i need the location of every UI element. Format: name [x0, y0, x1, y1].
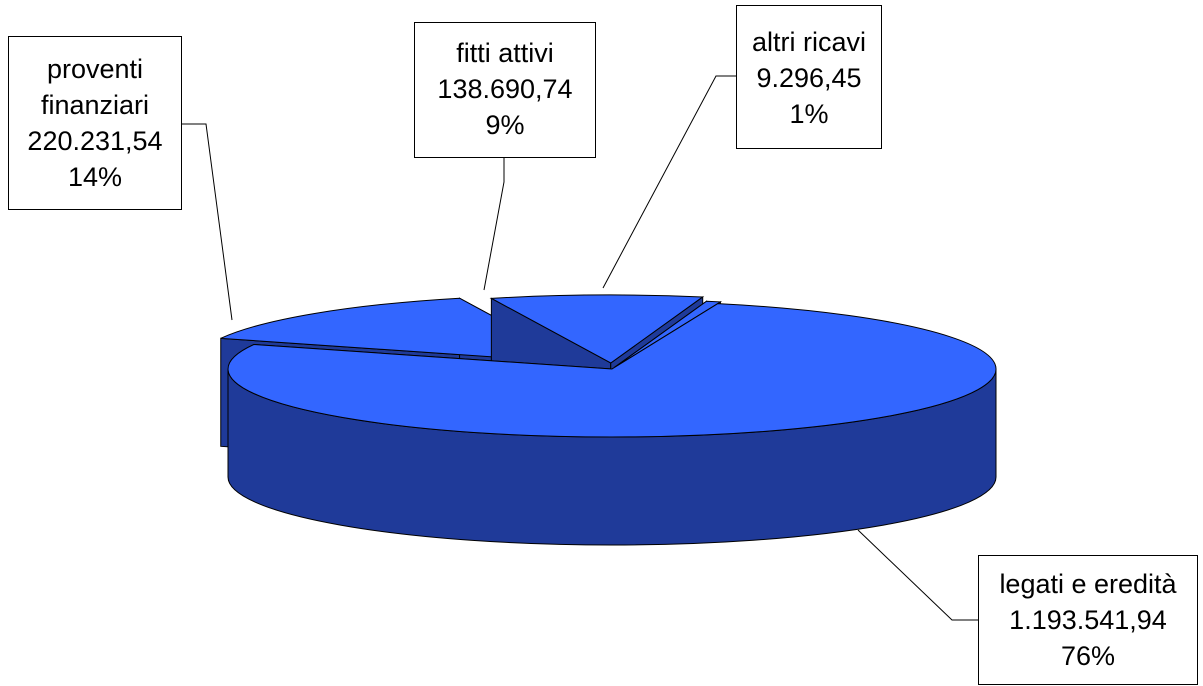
label-value: 9.296,45 — [756, 63, 862, 93]
label-altri-ricavi: altri ricavi 9.296,45 1% — [736, 5, 882, 149]
label-name: altri ricavi — [751, 27, 866, 57]
leader-line-altri-ricavi — [602, 75, 736, 289]
label-legati-e-eredita: legati e eredità 1.193.541,94 76% — [978, 555, 1198, 685]
label-proventi-finanziari: proventi finanziari 220.231,54 14% — [8, 36, 182, 210]
label-name-line2: finanziari — [40, 90, 150, 120]
label-fitti-attivi: fitti attivi 138.690,74 9% — [414, 22, 596, 158]
label-value: 138.690,74 — [437, 74, 573, 104]
leader-line-proventi-finanziari — [182, 123, 233, 321]
label-percent: 9% — [485, 110, 525, 140]
label-percent: 14% — [67, 162, 123, 192]
label-name: fitti attivi — [456, 38, 554, 68]
pie-slices — [220, 294, 997, 546]
leader-line-legati-e-eredita — [857, 529, 978, 621]
label-name: legati e eredità — [999, 569, 1177, 599]
slice-top-face — [227, 303, 997, 438]
label-percent: 76% — [1060, 641, 1116, 671]
slice-top-face — [489, 294, 705, 364]
label-value: 1.193.541,94 — [1009, 605, 1167, 635]
label-name-line1: proventi — [46, 54, 144, 84]
slice-top-face — [220, 297, 580, 364]
slice-legati-e-eredit- — [227, 302, 997, 546]
label-value: 220.231,54 — [27, 126, 163, 156]
leader-lines — [182, 75, 978, 621]
label-percent: 1% — [789, 99, 829, 129]
leader-line-fitti-attivi — [483, 158, 505, 291]
